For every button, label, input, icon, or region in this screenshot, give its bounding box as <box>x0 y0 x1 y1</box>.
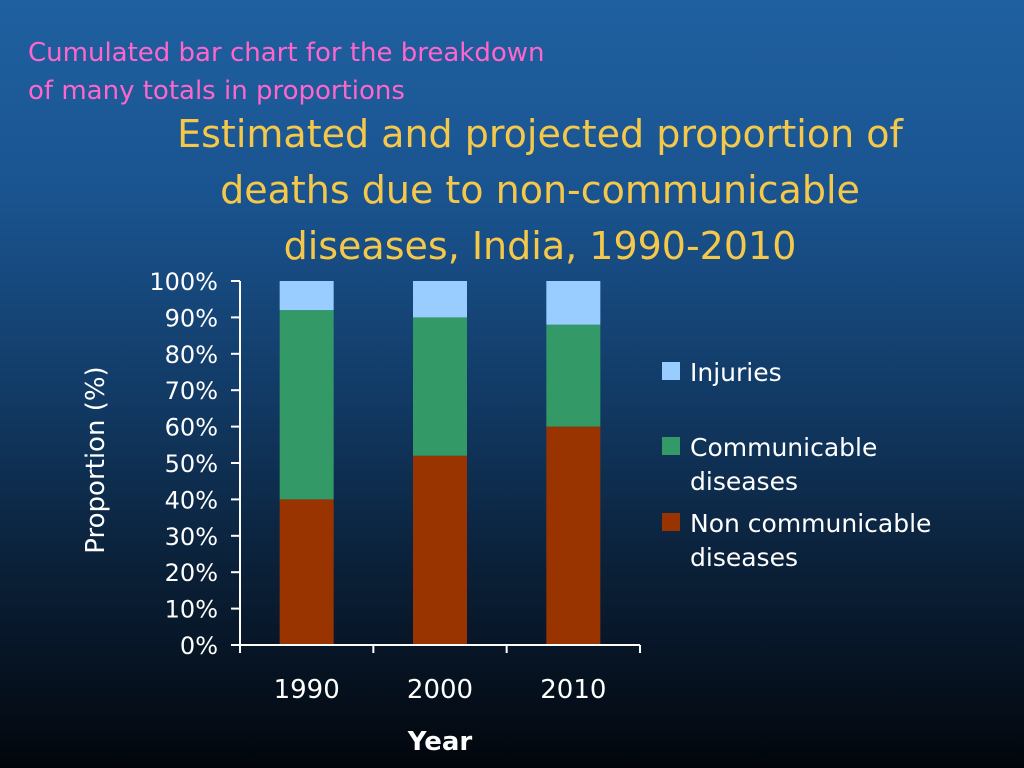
x-axis-title: Year <box>407 727 473 757</box>
y-tick-label: 70% <box>165 377 218 405</box>
bar-segment-1990-non-communicable-diseases <box>279 499 334 645</box>
bar-segment-1990-communicable-diseases <box>279 310 334 500</box>
y-tick-label: 50% <box>165 450 218 478</box>
x-tick-label: 2000 <box>407 675 473 705</box>
x-tick-label: 2010 <box>540 675 606 705</box>
y-tick-label: 20% <box>165 559 218 587</box>
y-tick-label: 30% <box>165 523 218 551</box>
legend-swatch-non-communicable-diseases <box>662 513 680 531</box>
bar-segment-2010-non-communicable-diseases <box>546 426 601 645</box>
legend-label-injuries: Injuries <box>690 358 782 387</box>
y-axis-title: Proportion (%) <box>81 366 111 553</box>
bar-segment-2000-non-communicable-diseases <box>413 455 467 645</box>
bar-segment-1990-injuries <box>279 281 334 311</box>
bar-segment-2000-injuries <box>413 281 467 318</box>
y-tick-label: 80% <box>165 341 218 369</box>
bar-segment-2010-injuries <box>546 281 601 325</box>
legend-label-communicable-diseases: Communicable diseases <box>690 433 877 496</box>
slide-subtitle: Cumulated bar chart for the breakdown of… <box>28 38 545 106</box>
bar-segment-2000-communicable-diseases <box>413 317 467 456</box>
legend-swatch-communicable-diseases <box>662 437 680 455</box>
chart-title: Estimated and projected proportion of de… <box>177 112 903 268</box>
y-tick-label: 100% <box>149 268 218 296</box>
legend-label-non-communicable-diseases: Non communicable diseases <box>690 509 931 572</box>
legend-swatch-injuries <box>662 362 680 380</box>
bar-segment-2010-communicable-diseases <box>546 324 601 427</box>
y-tick-label: 10% <box>165 596 218 624</box>
y-tick-label: 90% <box>165 304 218 332</box>
x-tick-label: 1990 <box>274 675 340 705</box>
y-tick-label: 60% <box>165 414 218 442</box>
y-tick-label: 40% <box>165 486 218 514</box>
y-tick-label: 0% <box>180 632 218 660</box>
